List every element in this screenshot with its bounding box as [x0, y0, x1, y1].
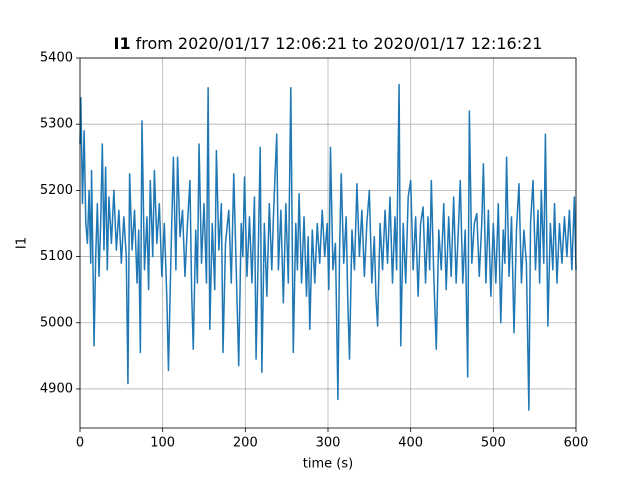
- title-bold: I1: [114, 34, 131, 53]
- plot-area: [79, 83, 577, 411]
- chart-title: I1 from 2020/01/17 12:06:21 to 2020/01/17…: [114, 34, 543, 53]
- y-tick-label: 5300: [40, 117, 73, 132]
- y-tick-label: 5000: [40, 315, 73, 330]
- x-tick-label: 100: [150, 436, 175, 451]
- y-axis-label: I1: [15, 237, 30, 249]
- y-tick-label: 4900: [40, 381, 73, 396]
- x-tick-label: 600: [564, 436, 589, 451]
- x-tick-label: 500: [481, 436, 506, 451]
- x-tick-label: 0: [76, 436, 84, 451]
- x-tick-label: 300: [316, 436, 341, 451]
- y-tick-label: 5400: [40, 51, 73, 66]
- y-tick-label: 5100: [40, 249, 73, 264]
- data-line: [79, 83, 577, 411]
- x-tick-label: 400: [398, 436, 423, 451]
- y-tick-label: 5200: [40, 183, 73, 198]
- title-text: from 2020/01/17 12:06:21 to 2020/01/17 1…: [136, 34, 543, 53]
- x-axis-label: time (s): [303, 457, 353, 472]
- x-tick-label: 200: [233, 436, 258, 451]
